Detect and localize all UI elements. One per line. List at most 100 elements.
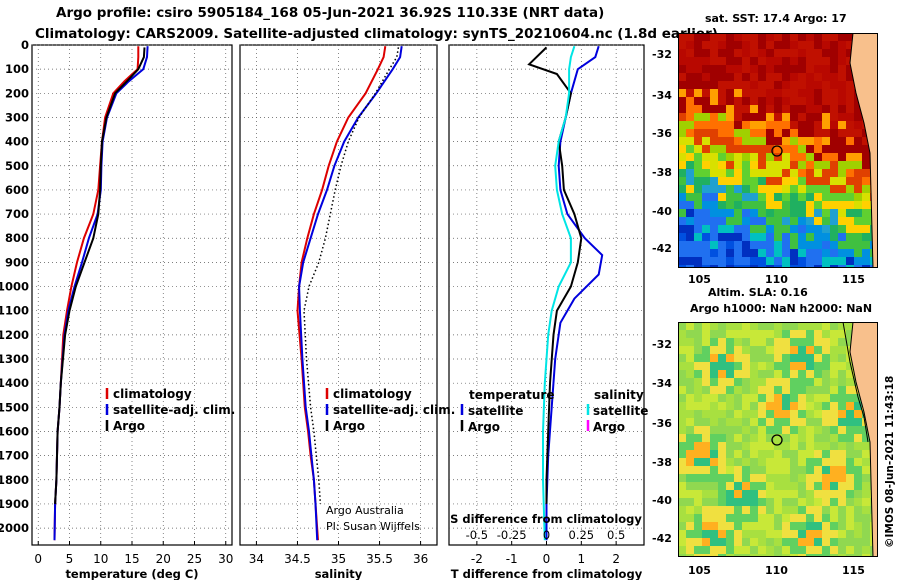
map-cell bbox=[782, 41, 790, 49]
map-cell bbox=[838, 410, 846, 418]
map-cell bbox=[846, 137, 854, 145]
map-cell bbox=[710, 249, 718, 257]
map-cell bbox=[830, 322, 838, 330]
map-cell bbox=[806, 49, 814, 57]
map-cell bbox=[774, 193, 782, 201]
map-cell bbox=[678, 346, 686, 354]
map-cell bbox=[822, 185, 830, 193]
map-cell bbox=[710, 394, 718, 402]
map-cell bbox=[718, 338, 726, 346]
map-cell bbox=[734, 346, 742, 354]
map-cell bbox=[718, 362, 726, 370]
map-cell bbox=[822, 241, 830, 249]
map-cell bbox=[782, 370, 790, 378]
map-cell bbox=[734, 201, 742, 209]
map-cell bbox=[742, 450, 750, 458]
map-cell bbox=[734, 89, 742, 97]
map-cell bbox=[782, 554, 790, 557]
map-cell bbox=[726, 482, 734, 490]
map-cell bbox=[806, 322, 814, 330]
map-cell bbox=[838, 97, 846, 105]
map-cell bbox=[678, 49, 686, 57]
y-tick-label: 1700 bbox=[0, 449, 29, 463]
map-cell bbox=[718, 354, 726, 362]
map-cell bbox=[838, 129, 846, 137]
map-cell bbox=[790, 514, 798, 522]
map-cell bbox=[702, 249, 710, 257]
map-cell bbox=[750, 265, 758, 268]
map-cell bbox=[782, 217, 790, 225]
map-cell bbox=[718, 554, 726, 557]
map-cell bbox=[758, 257, 766, 265]
map-cell bbox=[798, 434, 806, 442]
map-cell bbox=[814, 105, 822, 113]
map-cell bbox=[790, 426, 798, 434]
map-cell bbox=[702, 498, 710, 506]
map-cell bbox=[806, 33, 814, 41]
map-cell bbox=[854, 498, 862, 506]
map-cell bbox=[686, 378, 694, 386]
map-cell bbox=[742, 241, 750, 249]
map-cell bbox=[694, 538, 702, 546]
map-cell bbox=[694, 49, 702, 57]
map-cell bbox=[758, 201, 766, 209]
map-cell bbox=[718, 370, 726, 378]
map-cell bbox=[822, 474, 830, 482]
map-cell bbox=[782, 73, 790, 81]
map-cell bbox=[734, 65, 742, 73]
map-cell bbox=[798, 418, 806, 426]
map-cell bbox=[774, 402, 782, 410]
map-cell bbox=[846, 394, 854, 402]
map-cell bbox=[774, 97, 782, 105]
sla-map-subtitle: Argo h1000: NaN h2000: NaN bbox=[690, 302, 873, 315]
map-cell bbox=[774, 113, 782, 121]
map-cell bbox=[830, 426, 838, 434]
map-cell bbox=[678, 121, 686, 129]
map-cell bbox=[718, 265, 726, 268]
map-cell bbox=[758, 370, 766, 378]
map-cell bbox=[854, 426, 862, 434]
map-cell bbox=[830, 97, 838, 105]
map-cell bbox=[822, 522, 830, 530]
map-cell bbox=[774, 378, 782, 386]
map-cell bbox=[726, 426, 734, 434]
map-cell bbox=[854, 105, 862, 113]
sla-map-title: Altim. SLA: 0.16 bbox=[708, 286, 808, 299]
map-cell bbox=[766, 442, 774, 450]
x-tick-label: 1 bbox=[578, 552, 586, 566]
map-cell bbox=[686, 450, 694, 458]
map-cell bbox=[830, 209, 838, 217]
map-cell bbox=[830, 474, 838, 482]
map-cell bbox=[798, 217, 806, 225]
map-cell bbox=[830, 121, 838, 129]
map-cell bbox=[734, 105, 742, 113]
map-cell bbox=[822, 546, 830, 554]
map-cell bbox=[766, 201, 774, 209]
map-cell bbox=[702, 201, 710, 209]
map-cell bbox=[766, 49, 774, 57]
map-cell bbox=[702, 426, 710, 434]
map-cell bbox=[742, 265, 750, 268]
map-cell bbox=[798, 193, 806, 201]
map-cell bbox=[774, 241, 782, 249]
map-cell bbox=[710, 169, 718, 177]
map-cell bbox=[854, 474, 862, 482]
sst-lon-tick: 115 bbox=[842, 273, 865, 286]
map-cell bbox=[806, 394, 814, 402]
map-cell bbox=[742, 362, 750, 370]
map-cell bbox=[838, 257, 846, 265]
map-cell bbox=[798, 322, 806, 330]
map-cell bbox=[758, 153, 766, 161]
y-tick-label: 1600 bbox=[0, 424, 29, 438]
map-cell bbox=[742, 73, 750, 81]
sst-lon-tick: 105 bbox=[688, 273, 711, 286]
map-cell bbox=[742, 498, 750, 506]
x-tick-label: 10 bbox=[93, 552, 108, 566]
map-cell bbox=[742, 426, 750, 434]
map-cell bbox=[862, 185, 870, 193]
map-cell bbox=[702, 506, 710, 514]
map-cell bbox=[702, 410, 710, 418]
map-cell bbox=[710, 530, 718, 538]
map-cell bbox=[774, 338, 782, 346]
x-tick-label: 34 bbox=[249, 552, 264, 566]
